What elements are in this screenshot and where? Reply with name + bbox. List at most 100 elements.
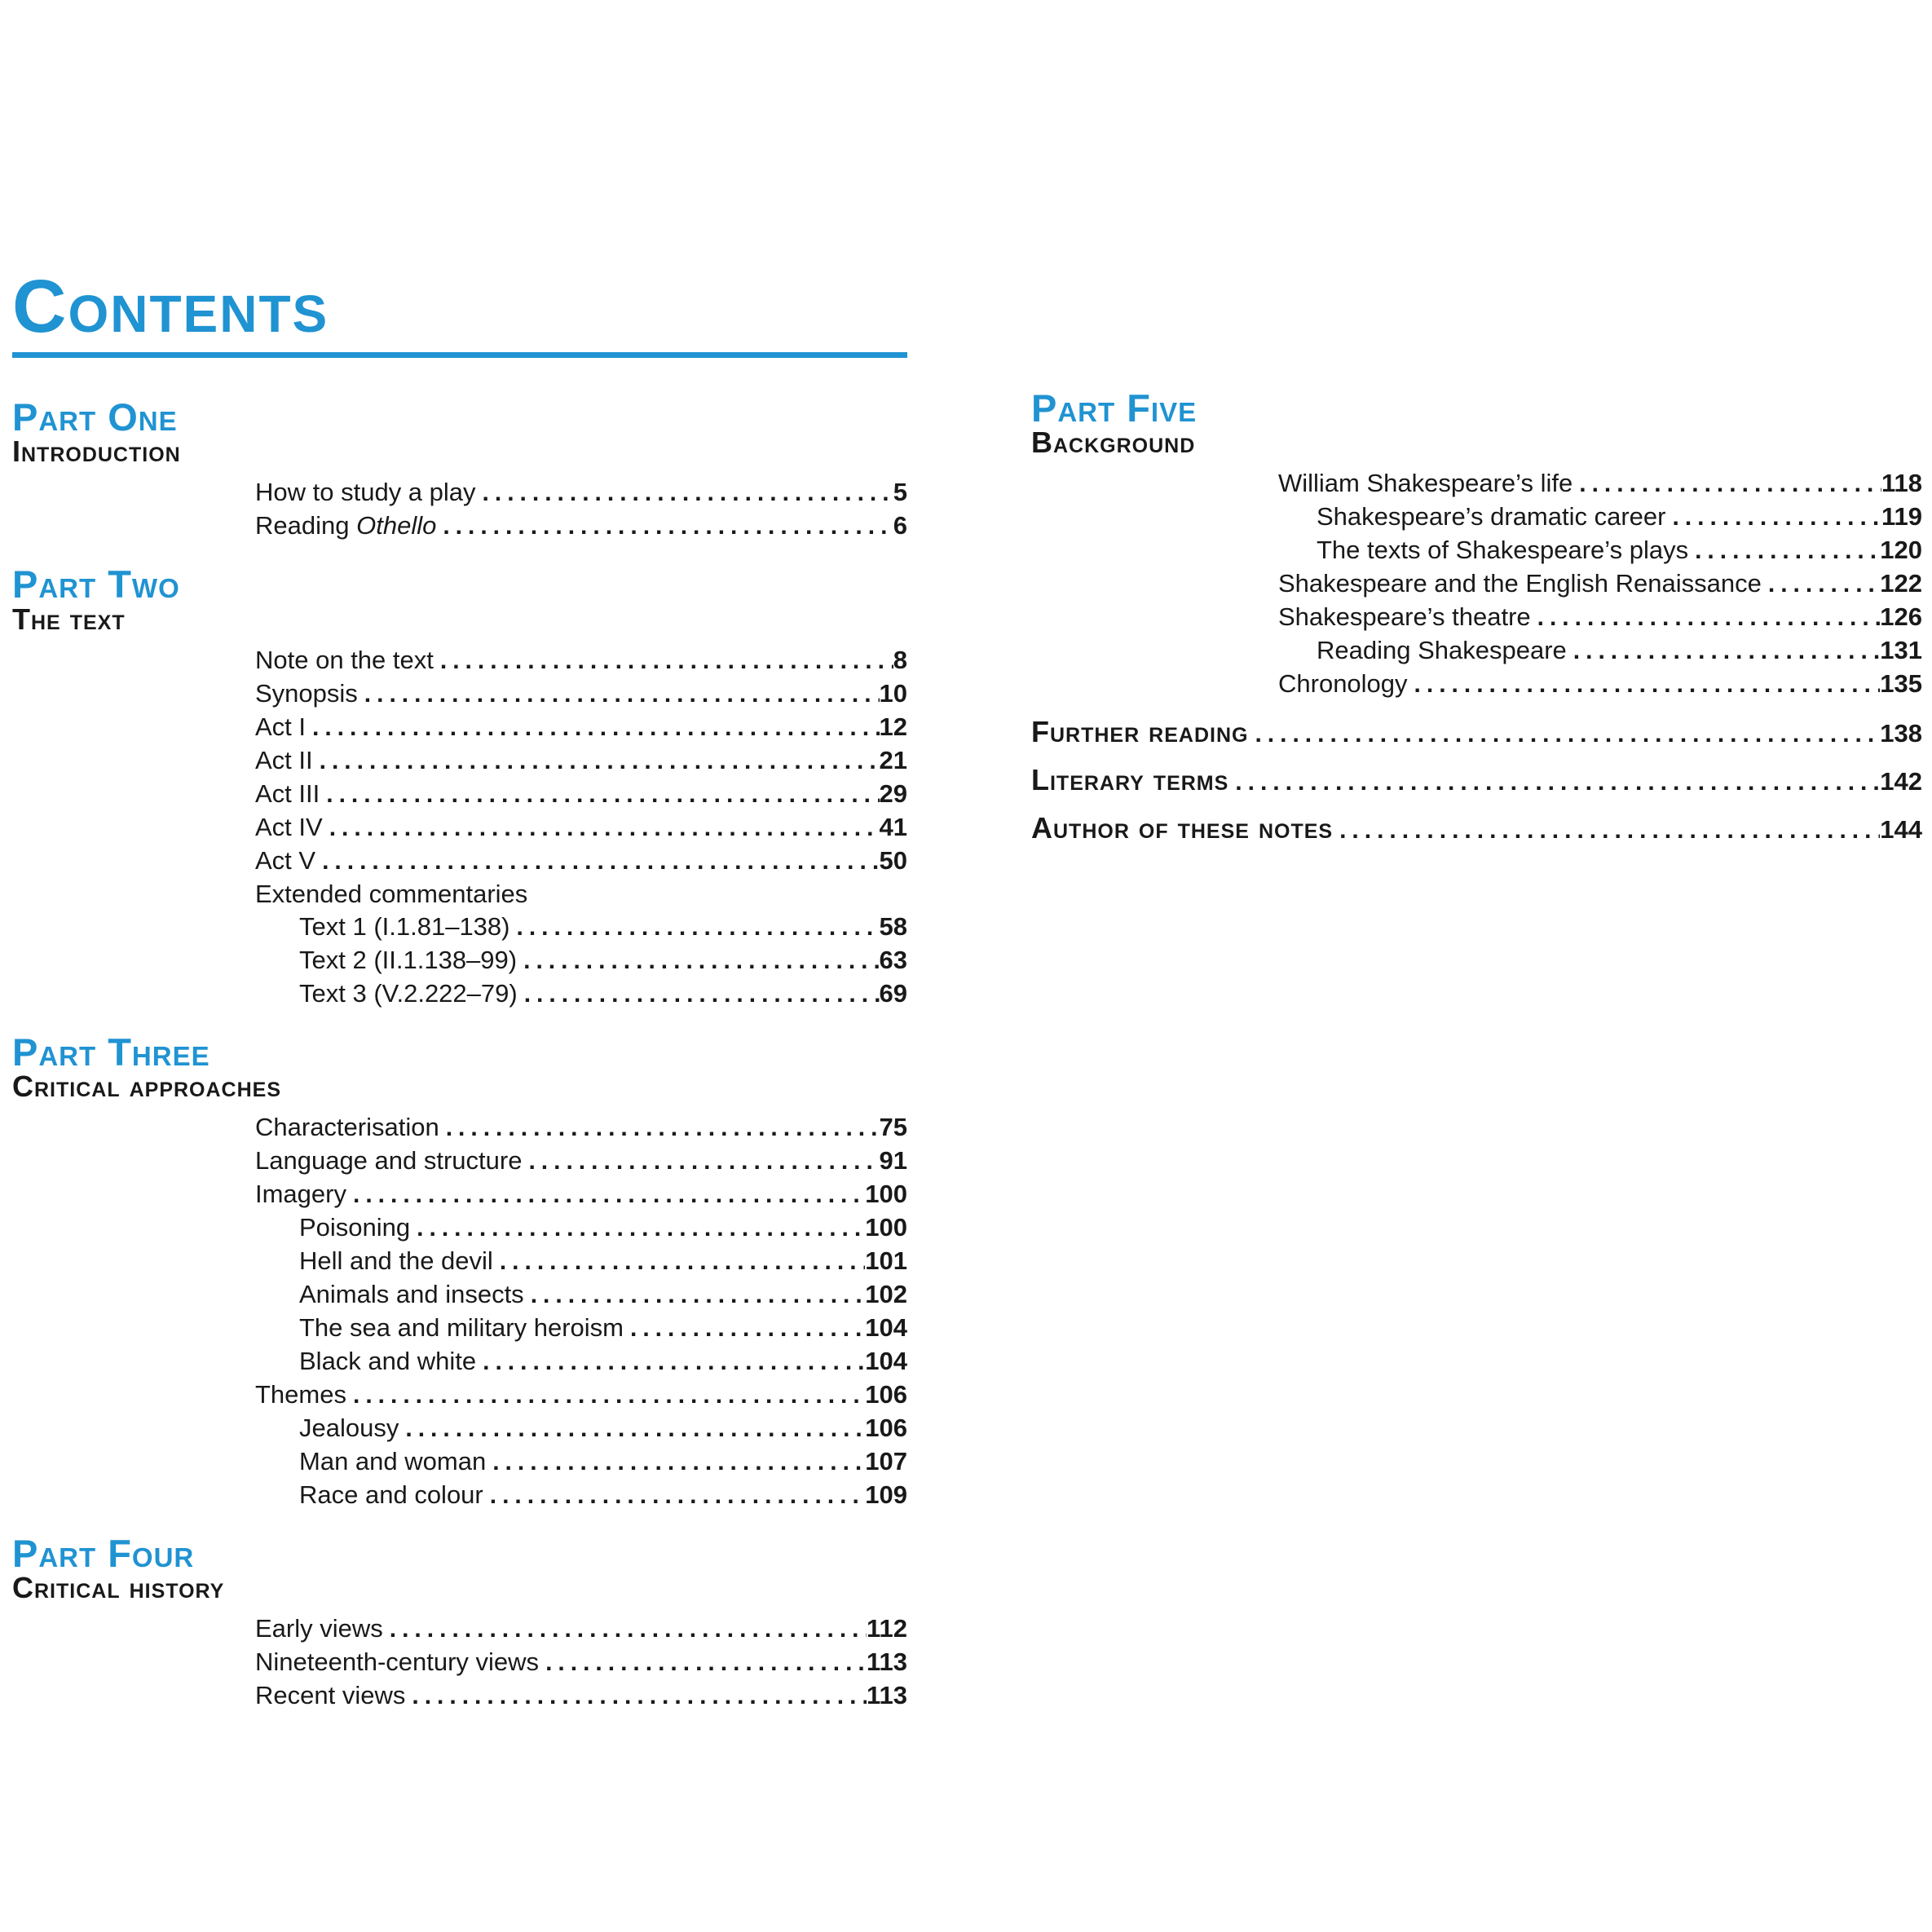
dot-leader [545,1646,867,1679]
toc-entry: Note on the text 8 [12,644,907,677]
toc-entry: Characterisation 75 [12,1111,907,1145]
entry-list: Characterisation 75 Language and structur… [12,1111,907,1512]
entry-page: 109 [865,1480,907,1510]
dot-leader [412,1679,867,1713]
entry-label: Nineteenth-century views [255,1647,540,1677]
dot-leader [1414,668,1881,701]
toc-entry: Poisoning 100 [12,1211,907,1245]
entry-label: Text 1 (I.1.81–138) [299,911,510,941]
dot-leader [630,1312,865,1345]
entry-label: Recent views [255,1681,406,1710]
toc-entry: Literary terms 142 [1031,764,1922,799]
left-column: Contents Part One Introduction How to st… [12,269,907,1713]
entry-page: 138 [1880,719,1922,748]
entry-page: 102 [865,1280,907,1309]
part-subtitle: Background [1031,426,1196,460]
entry-page: 113 [866,1647,907,1677]
entry-page: 41 [879,812,907,841]
entry-page: 107 [865,1447,907,1476]
dot-leader [490,1479,866,1512]
entry-label: Man and woman [299,1447,487,1476]
toc-entry: Further reading 138 [1031,716,1922,751]
dot-leader [531,1278,866,1312]
entry-label: William Shakespeare’s life [1278,469,1573,498]
entry-label: Characterisation [255,1113,439,1142]
dot-leader [353,1178,865,1211]
toc-entry: Reading Shakespeare 131 [1031,634,1922,668]
part-heading: Part Two [12,562,180,607]
entry-list: Early views 112 Nineteenth-century views 1… [12,1612,907,1713]
entry-label-text: Reading [255,511,350,540]
entry-page: 63 [879,945,907,974]
entry-list: William Shakespeare’s life 118 Shakespear… [1031,467,1922,701]
entry-label-italic: Othello [356,511,437,540]
entry-label: Further reading [1031,715,1249,749]
entry-page: 131 [1880,636,1922,665]
entry-page: 50 [879,845,907,875]
toc-entry: Shakespeare’s dramatic career 119 [1031,501,1922,534]
part-subtitle: Introduction [12,434,181,469]
dot-leader [443,509,893,543]
toc-entry: How to study a play 5 [12,476,907,509]
entry-label: Author of these notes [1031,811,1334,845]
dot-leader [446,1111,880,1145]
toc-entry: The texts of Shakespeare’s plays 120 [1031,534,1922,567]
toc-entry: Synopsis 10 [12,677,907,711]
entry-page: 122 [1880,569,1922,598]
dot-leader [329,811,880,845]
toc-entry: The sea and military heroism 104 [12,1312,907,1345]
part-heading: Part Three [12,1030,210,1074]
entry-list: Note on the text 8 Synopsis 10 Act I 12 Act… [12,644,907,1011]
entry-page: 58 [879,911,907,941]
dot-leader [322,845,879,878]
toc-entry: Imagery 100 [12,1178,907,1211]
entry-label: Animals and insects [299,1280,524,1309]
toc-entry: Act II 21 [12,744,907,778]
part-heading: Part One [12,395,178,439]
entry-label: Early views [255,1614,383,1643]
entry-label: How to study a play [255,478,476,507]
toc-entry-group-heading: Extended commentaries [12,878,907,911]
dot-leader [320,744,880,778]
entry-label: Act I [255,712,307,741]
part-subtitle: Critical approaches [12,1070,282,1104]
toc-entry: Nineteenth-century views 113 [12,1646,907,1679]
toc-entry: Black and white 104 [12,1345,907,1378]
entry-label: Extended commentaries [255,879,528,908]
toc-entry: Text 3 (V.2.222–79) 69 [12,977,907,1011]
dot-leader [492,1445,865,1479]
toc-entry: Animals and insects 102 [12,1278,907,1312]
part-subtitle: The text [12,602,126,636]
dot-leader [517,911,880,944]
entry-page: 144 [1880,815,1922,845]
dot-leader [390,1612,867,1646]
entry-label: Language and structure [255,1146,523,1176]
dot-leader [523,944,879,977]
dot-leader [417,1211,865,1245]
entry-label: Race and colour [299,1480,483,1510]
toc-entry: Act V 50 [12,845,907,878]
dot-leader [500,1245,865,1278]
toc-entry: Race and colour 109 [12,1479,907,1512]
toc-entry: Chronology 135 [1031,668,1922,701]
entry-label: Hell and the devil [299,1246,493,1276]
dot-leader [1235,765,1880,799]
toc-entry: Reading Othello 6 [12,509,907,543]
entry-label: Note on the text [255,645,434,674]
entry-label: Black and white [299,1347,477,1376]
entry-label: Reading Othello [255,509,436,542]
dot-leader [1579,467,1881,501]
toc-entry: William Shakespeare’s life 118 [1031,467,1922,501]
toc-entry: Author of these notes 144 [1031,812,1922,847]
dot-leader [1537,601,1881,634]
page-title: Contents [12,269,907,358]
entry-page: 5 [893,478,907,507]
entry-page: 104 [865,1347,907,1376]
dot-leader [1768,567,1880,601]
entry-label: Act III [255,779,320,808]
entry-page: 106 [865,1380,907,1409]
entry-label: Literary terms [1031,763,1229,797]
entry-page: 100 [865,1180,907,1209]
entry-label: Shakespeare’s dramatic career [1317,502,1666,532]
entry-label: Jealousy [299,1414,399,1443]
